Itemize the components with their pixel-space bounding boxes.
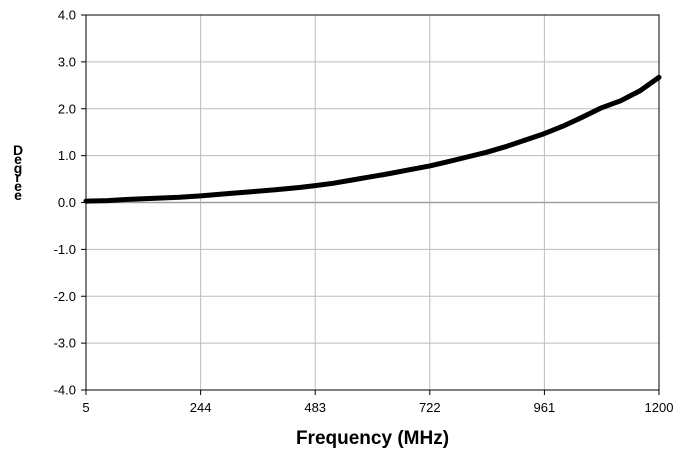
y-tick-label: 2.0 — [58, 101, 76, 116]
y-tick-label: 4.0 — [58, 8, 76, 23]
y-tick-label: -3.0 — [54, 336, 76, 351]
series-line — [83, 74, 662, 204]
x-tick-label: 244 — [190, 400, 212, 415]
x-tick-label: 1200 — [645, 400, 674, 415]
y-axis-ticks: 4.0 3.0 2.0 1.0 0.0 -1.0 -2.0 -3.0 -4.0 — [54, 8, 86, 398]
x-tick-label: 961 — [534, 400, 556, 415]
y-axis-label-char: D — [13, 142, 23, 158]
y-tick-label: 3.0 — [58, 54, 76, 69]
y-tick-label: 0.0 — [58, 195, 76, 210]
y-tick-label: 1.0 — [58, 148, 76, 163]
y-tick-label: -4.0 — [54, 383, 76, 398]
y-axis-label-char: g — [14, 160, 23, 176]
y-axis-label-char: e — [14, 151, 22, 167]
y-tick-label: -1.0 — [54, 242, 76, 257]
y-axis-label-char: e — [14, 178, 22, 194]
x-tick-label: 722 — [419, 400, 441, 415]
x-tick-label: 483 — [304, 400, 326, 415]
x-tick-label: 5 — [82, 400, 89, 415]
x-axis-label: Frequency (MHz) — [296, 428, 449, 449]
y-axis-label-char: e — [14, 187, 22, 203]
y-axis-label-char: r — [15, 169, 21, 185]
y-tick-label: -2.0 — [54, 289, 76, 304]
x-axis-ticks: 5 244 483 722 961 1200 — [82, 390, 673, 415]
series-group — [83, 74, 662, 204]
